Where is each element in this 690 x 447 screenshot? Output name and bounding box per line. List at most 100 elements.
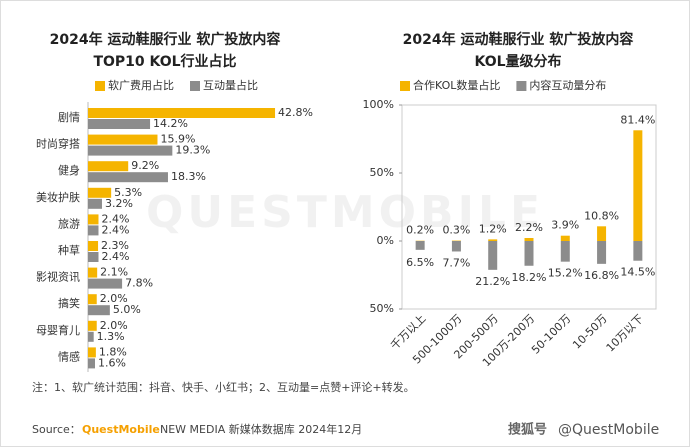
value-label: 2.1% [100,266,128,279]
value-label: 15.9% [160,133,195,146]
y-tick-label: 情感 [58,350,80,363]
bar [560,235,570,241]
value-label: 9.2% [131,159,159,172]
y-tick-label: 旅游 [58,216,80,230]
value-label: 2.4% [101,250,129,263]
credit-handle: @QuestMobile [558,422,659,438]
y-tick-label: 美妆护肤 [36,190,80,204]
bar [88,347,96,358]
bar [88,161,129,172]
bar [524,238,534,241]
bar [451,241,461,252]
bar [597,241,607,264]
value-label: 15.2% [548,267,583,280]
y-tick-label: 健身 [58,163,80,177]
y-tick-label: 剧情 [58,111,80,124]
source-brand: QuestMobile [82,423,160,436]
bar [88,198,102,209]
chart-title: KOL量级分布 [474,53,561,70]
value-label: 5.3% [114,186,142,199]
bar [88,278,123,289]
value-label: 2.4% [101,212,129,225]
bar [88,331,94,342]
value-label: 10.8% [584,209,619,222]
value-label: 1.3% [97,330,125,343]
chart-title: 2024年 运动鞋服行业 软广投放内容 [50,31,281,48]
bar [633,241,643,261]
bar [488,239,498,241]
y-tick-label: 50% [370,166,394,179]
chart-title: TOP10 KOL行业占比 [93,53,236,70]
bar [88,241,99,251]
value-label: 2.2% [515,221,543,234]
value-label: 2.0% [100,292,128,305]
value-label: 2.0% [100,319,128,332]
legend-label: 软广费用占比 [108,78,174,92]
value-label: 3.2% [105,197,133,210]
bar [415,241,425,250]
bar [88,225,99,236]
bar [88,267,98,278]
legend-swatch [516,81,527,91]
value-label: 7.7% [442,256,470,269]
y-tick-label: 影视资讯 [36,270,80,284]
value-label: 18.2% [512,271,547,284]
value-label: 0.2% [406,224,434,237]
bar [88,214,99,225]
value-label: 3.9% [551,219,579,232]
footnote: 注：1、软广统计范围：抖音、快手、小红书；2、互动量=点赞+评论+转发。 [32,380,415,394]
value-label: 14.2% [153,117,188,130]
plot-frame [401,104,657,310]
value-label: 81.4% [620,113,655,126]
bar [88,108,276,118]
legend-label: 内容互动量分布 [529,78,606,92]
value-label: 16.8% [584,269,619,282]
bar [88,252,99,262]
value-label: 6.5% [406,256,434,269]
value-label: 0.3% [442,224,470,237]
y-tick-label: 50% [370,302,394,315]
legend-swatch [190,81,200,91]
source-prefix: Source： [32,423,81,436]
y-tick-label: 0% [377,234,394,247]
y-tick-label: 种草 [58,243,80,257]
value-label: 19.3% [175,144,210,157]
value-label: 18.3% [171,170,206,183]
bar [88,172,168,183]
source-rest: NEW MEDIA 新媒体数据库 2024年12月 [160,422,362,436]
legend-swatch [95,81,105,91]
value-label: 1.8% [99,345,127,358]
value-label: 42.8% [278,106,313,119]
value-label: 7.8% [125,277,153,290]
value-label: 2.3% [101,239,129,252]
bar [88,187,112,198]
bar [88,305,110,316]
legend-label: 互动量占比 [203,78,258,92]
bar [88,145,173,156]
y-tick-label: 时尚穿搭 [36,137,80,151]
watermark: QUESTMOBILE [146,187,544,238]
value-label: 2.4% [101,223,129,236]
bar [88,294,97,305]
value-label: 14.5% [620,266,655,279]
y-tick-label: 100% [363,98,394,111]
bar [88,358,95,369]
bar [88,320,97,331]
legend-swatch [400,81,410,91]
bar [488,241,498,270]
credit-platform: 搜狐号 [508,422,547,438]
value-label: 5.0% [113,303,141,316]
chart-title: 2024年 运动鞋服行业 软广投放内容 [403,31,634,48]
y-tick-label: 母婴育儿 [36,323,80,337]
value-label: 1.2% [479,222,507,235]
bar [524,241,534,266]
bar [560,241,570,262]
value-label: 21.2% [475,275,510,288]
bar [597,226,607,241]
bar [633,130,643,241]
value-label: 1.6% [98,356,126,369]
y-tick-label: 搞笑 [58,296,80,310]
bar [88,134,158,145]
